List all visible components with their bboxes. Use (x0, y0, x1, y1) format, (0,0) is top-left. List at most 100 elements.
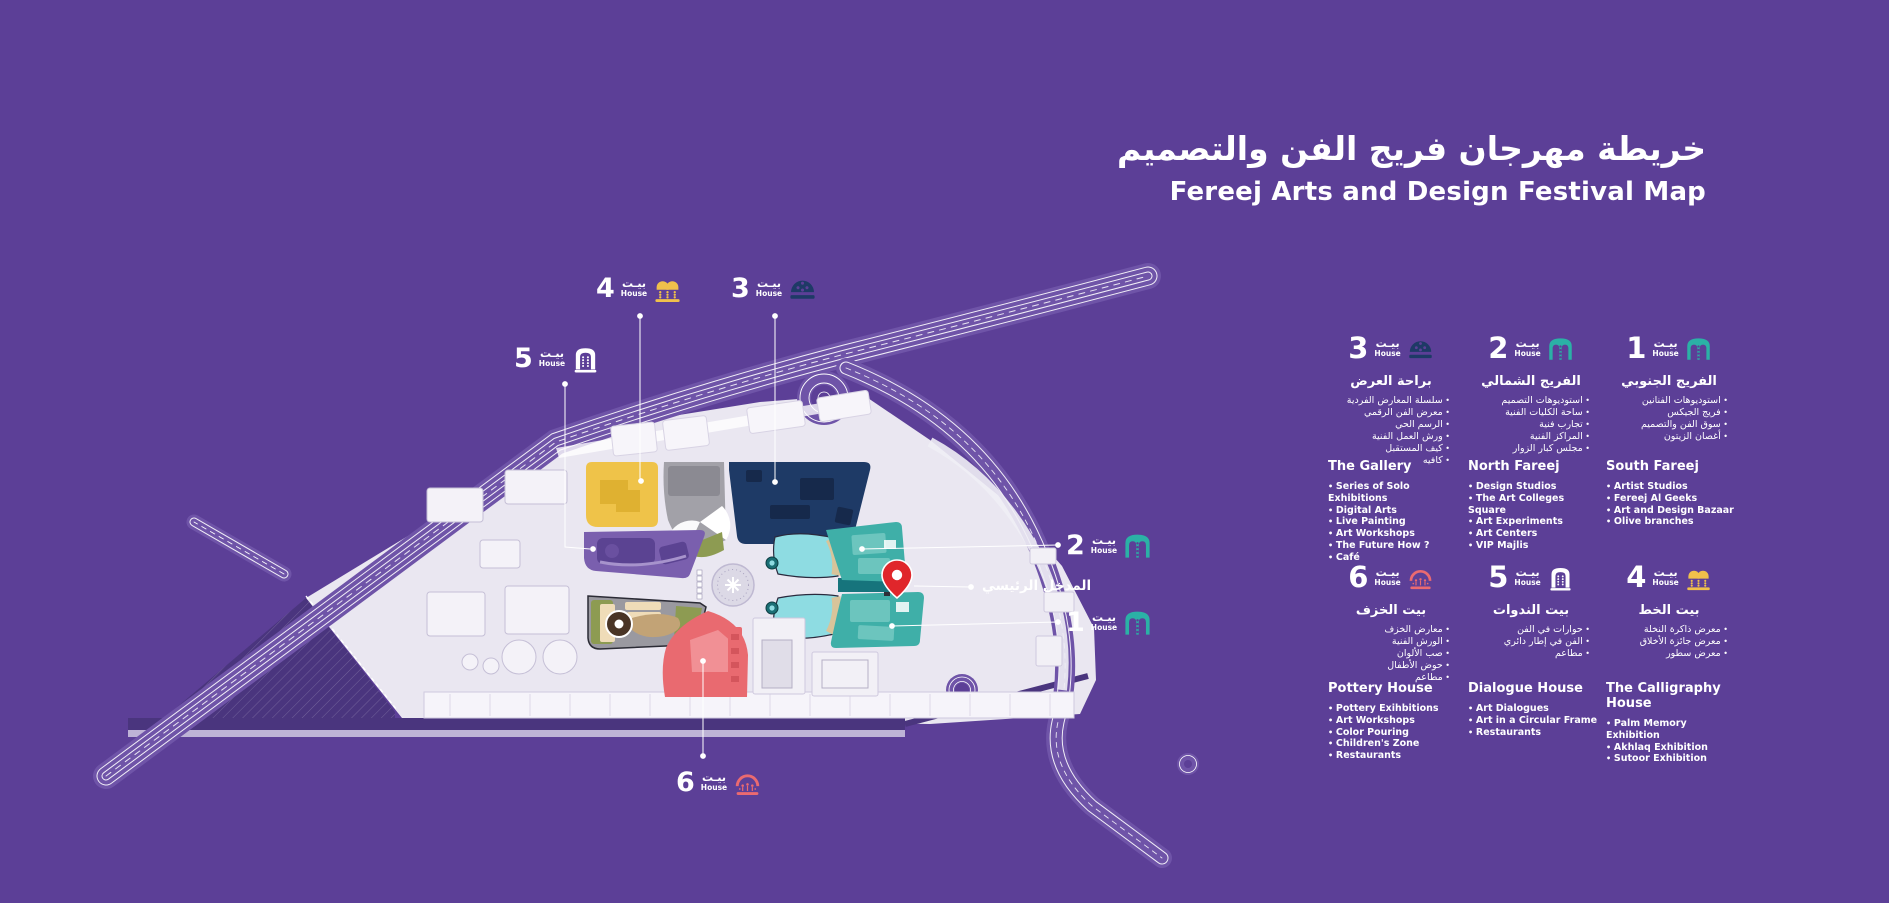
house-word-en: House (538, 359, 566, 369)
branch-road (186, 514, 292, 582)
house-items-en: Art DialoguesArt in a Circular FrameRest… (1468, 703, 1600, 738)
list-item: أغصان الزيتون (1600, 431, 1728, 443)
list-item: صب الألوان (1322, 648, 1450, 660)
main-entrance-label: المدخل الرئيسي (982, 578, 1092, 594)
house-word-ar: بيـت (1375, 337, 1400, 351)
entrance-gate (884, 592, 890, 596)
house-word-ar: بيـت (1515, 566, 1540, 580)
house-items-en: Artist StudiosFereej Al GeeksArt and Des… (1606, 481, 1738, 528)
house-word-en: House (1090, 546, 1118, 556)
house-items-en: Design StudiosThe Art Colleges SquareArt… (1468, 481, 1600, 552)
house-3-dome-icon (788, 274, 817, 303)
house-4-double-arch-icon (1685, 564, 1712, 591)
list-item: معرض سطور (1600, 648, 1728, 660)
house-word-en: House (1514, 349, 1541, 359)
list-item: Art Experiments (1468, 516, 1600, 528)
house-items-ar: معارض الخزفالورش الفنيةصب الألوانحوض الأ… (1322, 624, 1460, 684)
map-label-house-6: 6 بيـت House (676, 762, 762, 802)
house-number: 1 (1626, 330, 1647, 365)
house-name-ar: الفريج الجنوبي (1621, 374, 1717, 389)
house-name-en: Dialogue House (1468, 681, 1583, 696)
list-item: سلسلة المعارض الفردية (1322, 395, 1450, 407)
house-word-en: House (1514, 578, 1541, 588)
house-word-ar: بيـت (539, 347, 564, 361)
house-items-en: Pottery ExihbitionsArt WorkshopsColor Po… (1328, 703, 1460, 762)
house-3-dome-icon (1407, 335, 1434, 362)
list-item: حوارات في الفن (1462, 624, 1590, 636)
house-number: 2 (1488, 330, 1509, 365)
page-title: خريطة مهرجان فريج الفن والتصميم Fereej A… (1117, 128, 1706, 207)
list-item: مطاعم (1322, 672, 1450, 684)
house-6-header: 6 بيـت House (1322, 560, 1460, 594)
house-name-ar: براحة العرض (1350, 374, 1432, 389)
house-number: 1 (1066, 606, 1085, 638)
house-items-ar: استوديوهات الفنانينفريج الجيكسسوق الفن و… (1600, 395, 1738, 443)
list-item: Series of Solo Exhibitions (1328, 481, 1460, 505)
list-item: Pottery Exihbitions (1328, 703, 1460, 715)
pitch-outline (821, 659, 869, 689)
list-item: Restaurants (1328, 750, 1460, 762)
list-item: كافيه (1322, 455, 1450, 467)
house-items-ar: سلسلة المعارض الفرديةمعرض الفن الرقميالر… (1322, 395, 1460, 467)
house-word-ar: بيـت (1515, 337, 1540, 351)
list-item: ساحة الكليات الفنية (1462, 407, 1590, 419)
house-items-ar: استوديوهات التصميمساحة الكليات الفنيةتجا… (1462, 395, 1600, 455)
house-name-ar: بيت الندوات (1492, 603, 1570, 618)
list-item: Children's Zone (1328, 738, 1460, 750)
house-6-dome-figures-icon (733, 768, 762, 797)
list-item: Café (1328, 552, 1460, 564)
list-item: VIP Majlis (1468, 540, 1600, 552)
house-4-header: 4 بيـت House (1600, 560, 1738, 594)
house-name-ar: بيت الخزف (1355, 603, 1427, 618)
title-english: Fereej Arts and Design Festival Map (1169, 177, 1706, 208)
list-item: The Future How ? (1328, 540, 1460, 552)
list-item: The Art Colleges Square (1468, 493, 1600, 517)
house-number: 6 (1348, 559, 1369, 594)
list-item: الرسم الحي (1322, 419, 1450, 431)
list-item: استوديوهات الفنانين (1600, 395, 1728, 407)
house-6-dome-figures-icon (1407, 564, 1434, 591)
central-plaza (696, 563, 755, 607)
legend-house-5: 5 بيـت House بيت الندوات حوارات في الفنا… (1462, 560, 1600, 782)
house-name-en: North Fareej (1468, 459, 1560, 474)
list-item: الورش الفنية (1322, 636, 1450, 648)
highway-road (93, 263, 1161, 789)
list-item: Art Dialogues (1468, 703, 1600, 715)
house-number: 3 (731, 272, 750, 304)
list-item: حوض الأطفال (1322, 660, 1450, 672)
house-number: 5 (514, 342, 533, 374)
list-item: Artist Studios (1606, 481, 1738, 493)
list-item: معرض ذاكرة النخلة (1600, 624, 1728, 636)
zone-house-4 (586, 462, 658, 527)
list-item: مجلس كبار الزوار (1462, 443, 1590, 455)
house-name-en: The Calligraphy House (1606, 681, 1721, 711)
list-item: كيف المستقبل (1322, 443, 1450, 455)
house-5-header: 5 بيـت House (1462, 560, 1600, 594)
legend-house-6: 6 بيـت House بيت الخزف معارض الخزفالورش … (1322, 560, 1460, 782)
map-label-house-4: 4 بيـت House (596, 268, 682, 308)
list-item: Art in a Circular Frame (1468, 715, 1600, 727)
list-item: Akhlaq Exhibition (1606, 742, 1738, 754)
house-number: 6 (676, 766, 695, 798)
house-4-double-arch-icon (653, 274, 682, 303)
list-item: Design Studios (1468, 481, 1600, 493)
house-name-en: Pottery House (1328, 681, 1433, 696)
house-2-majlis-arch-icon (1123, 531, 1152, 560)
house-name-en: South Fareej (1606, 459, 1699, 474)
list-item: المراكز الفنية (1462, 431, 1590, 443)
map-label-house-2: 2 بيـت House (1066, 525, 1152, 565)
list-item: Palm Memory Exhibition (1606, 718, 1738, 742)
list-item: Art Centers (1468, 528, 1600, 540)
list-item: Olive branches (1606, 516, 1738, 528)
parking-strip (423, 691, 1075, 719)
house-name-ar: بيت الخط (1638, 603, 1700, 618)
house-1-header: 1 بيـت House (1600, 331, 1738, 365)
list-item: Art Workshops (1328, 715, 1460, 727)
legend-house-2: 2 بيـت House الفريج الشمالي استوديوهات ا… (1462, 331, 1600, 553)
title-arabic: خريطة مهرجان فريج الفن والتصميم (1116, 129, 1706, 168)
main-entrance-pin-icon (881, 559, 913, 600)
house-items-ar: حوارات في الفنالفن في إطار دائريمطاعم (1462, 624, 1600, 660)
house-word-ar: بيـت (1091, 611, 1116, 625)
